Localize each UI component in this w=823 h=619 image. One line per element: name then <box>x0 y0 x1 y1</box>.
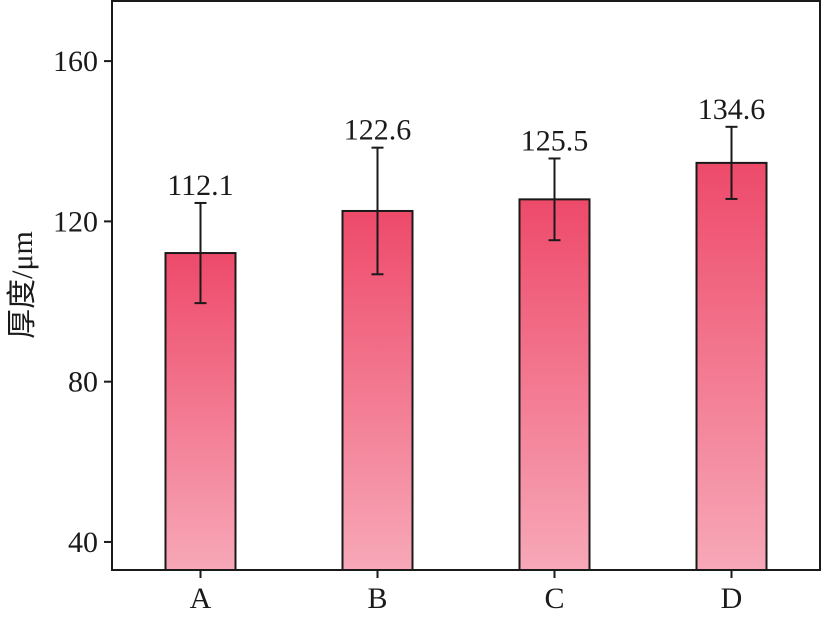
value-label-B: 122.6 <box>344 114 412 147</box>
error-bars-layer <box>194 125 738 305</box>
x-tick-label-A: A <box>190 582 212 615</box>
value-label-C: 125.5 <box>521 124 589 157</box>
value-label-A: 112.1 <box>167 169 233 202</box>
bars-layer <box>164 161 768 571</box>
value-label-D: 134.6 <box>698 93 766 126</box>
x-tick-label-C: C <box>544 582 564 615</box>
y-axis-label: 厚度/μm <box>6 231 39 339</box>
x-tick-label-B: B <box>367 582 387 615</box>
bar-C <box>518 198 591 571</box>
y-axis: 40 80 120 160 <box>53 45 112 559</box>
x-axis: A B C D <box>190 570 743 615</box>
plot-frame <box>111 0 821 571</box>
y-tick-label-40: 40 <box>68 526 98 559</box>
y-tick-label-120: 120 <box>53 205 98 238</box>
bar-D <box>695 161 768 571</box>
y-tick-label-160: 160 <box>53 45 98 78</box>
value-labels-layer: 112.1 122.6 125.5 134.6 <box>167 93 765 202</box>
x-tick-label-D: D <box>721 582 743 615</box>
y-tick-label-80: 80 <box>68 366 98 399</box>
